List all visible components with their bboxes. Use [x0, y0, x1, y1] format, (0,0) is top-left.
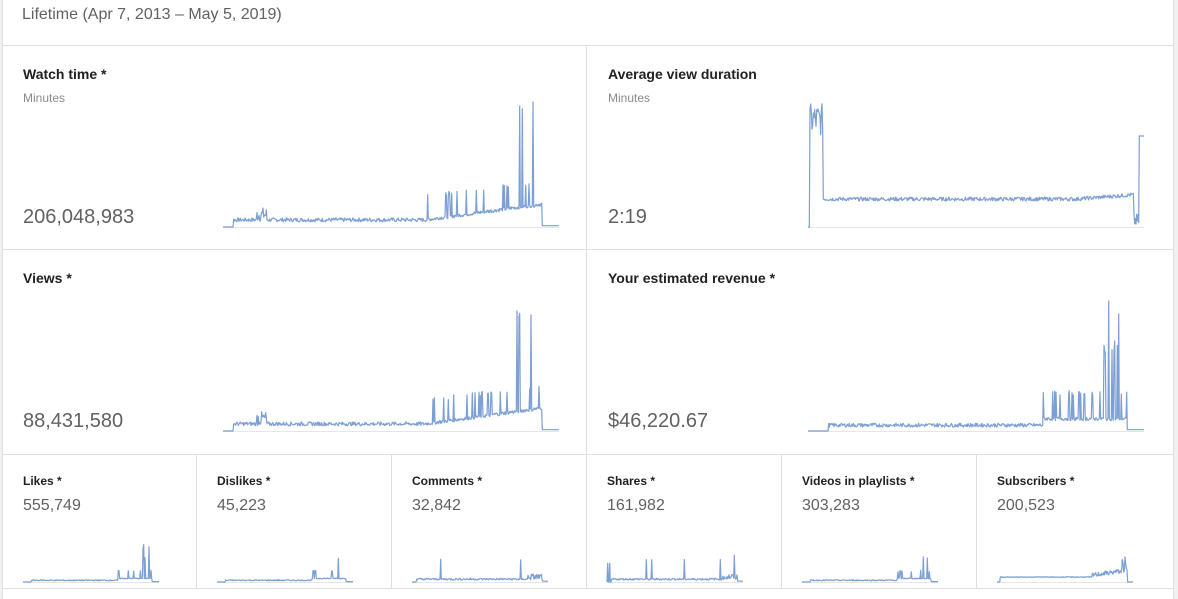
metric-card-avg-view-duration[interactable]: Average view duration Minutes 2:19	[588, 46, 1173, 249]
sparkline-path	[223, 101, 559, 228]
sparkline-chart	[997, 543, 1133, 583]
metric-value: 32,842	[412, 497, 461, 514]
sparkline-chart	[808, 96, 1144, 228]
sparkline-chart	[223, 300, 559, 432]
metric-value: 45,223	[217, 497, 266, 514]
metric-title: Comments *	[412, 474, 483, 488]
sparkline-path	[23, 544, 159, 583]
divider	[391, 455, 392, 589]
sparkline-chart	[23, 543, 159, 583]
metric-title: Views *	[23, 270, 72, 286]
metric-title: Watch time *	[23, 66, 107, 82]
sparkline-svg	[808, 300, 1144, 432]
metric-card-likes[interactable]: Likes * 555,749	[3, 455, 196, 588]
sparkline-svg	[23, 544, 159, 583]
metric-card-watch-time[interactable]: Watch time * Minutes 206,048,983	[3, 46, 586, 249]
metric-title: Videos in playlists *	[802, 474, 915, 488]
sparkline-chart	[217, 543, 353, 583]
sparkline-path	[606, 554, 743, 583]
sparkline-svg	[997, 556, 1133, 583]
divider	[3, 454, 1173, 455]
sparkline-path	[808, 103, 1144, 228]
sparkline-svg	[808, 103, 1144, 228]
sparkline-path	[808, 300, 1144, 432]
divider	[3, 249, 1173, 250]
sparkline-path	[223, 310, 559, 432]
metric-card-estimated-revenue[interactable]: Your estimated revenue * $46,220.67	[588, 250, 1173, 454]
sparkline-path	[412, 558, 548, 583]
sparkline-svg	[217, 557, 353, 583]
sparkline-svg	[802, 556, 938, 583]
metric-card-comments[interactable]: Comments * 32,842	[392, 455, 586, 588]
metric-title: Subscribers *	[997, 474, 1075, 488]
divider	[3, 45, 1173, 46]
sparkline-path	[997, 556, 1133, 583]
metric-value: 2:19	[608, 206, 647, 228]
sparkline-svg	[412, 558, 548, 583]
sparkline-chart	[606, 543, 743, 583]
metric-value: $46,220.67	[608, 410, 709, 432]
metric-value: 206,048,983	[23, 206, 135, 228]
metric-title: Shares *	[607, 474, 656, 488]
metric-value: 200,523	[997, 497, 1055, 514]
date-range-label: Lifetime (Apr 7, 2013 – May 5, 2019)	[22, 6, 282, 23]
divider	[586, 455, 587, 589]
metric-card-videos-in-playlists[interactable]: Videos in playlists * 303,283	[782, 455, 976, 588]
metric-value: 161,982	[607, 497, 665, 514]
sparkline-chart	[808, 300, 1144, 432]
sparkline-svg	[223, 101, 559, 228]
sparkline-svg	[606, 554, 743, 583]
divider	[196, 455, 197, 589]
divider	[781, 455, 782, 589]
sparkline-chart	[802, 543, 938, 583]
metric-title: Dislikes *	[217, 474, 271, 488]
metric-card-dislikes[interactable]: Dislikes * 45,223	[197, 455, 391, 588]
metric-card-views[interactable]: Views * 88,431,580	[3, 250, 586, 454]
sparkline-chart	[223, 96, 559, 228]
metric-title: Your estimated revenue *	[608, 270, 776, 286]
metric-value: 303,283	[802, 497, 860, 514]
metric-unit: Minutes	[23, 91, 66, 105]
metric-card-subscribers[interactable]: Subscribers * 200,523	[977, 455, 1173, 588]
sparkline-path	[217, 557, 353, 583]
sparkline-chart	[412, 543, 548, 583]
sparkline-svg	[223, 310, 559, 432]
divider	[3, 588, 1173, 589]
metric-title: Average view duration	[608, 66, 757, 82]
divider	[976, 455, 977, 589]
divider	[586, 45, 587, 455]
metric-unit: Minutes	[608, 91, 651, 105]
metric-card-shares[interactable]: Shares * 161,982	[587, 455, 781, 588]
metric-value: 88,431,580	[23, 410, 124, 432]
metric-title: Likes *	[23, 474, 62, 488]
metric-value: 555,749	[23, 497, 81, 514]
sparkline-path	[802, 556, 938, 583]
